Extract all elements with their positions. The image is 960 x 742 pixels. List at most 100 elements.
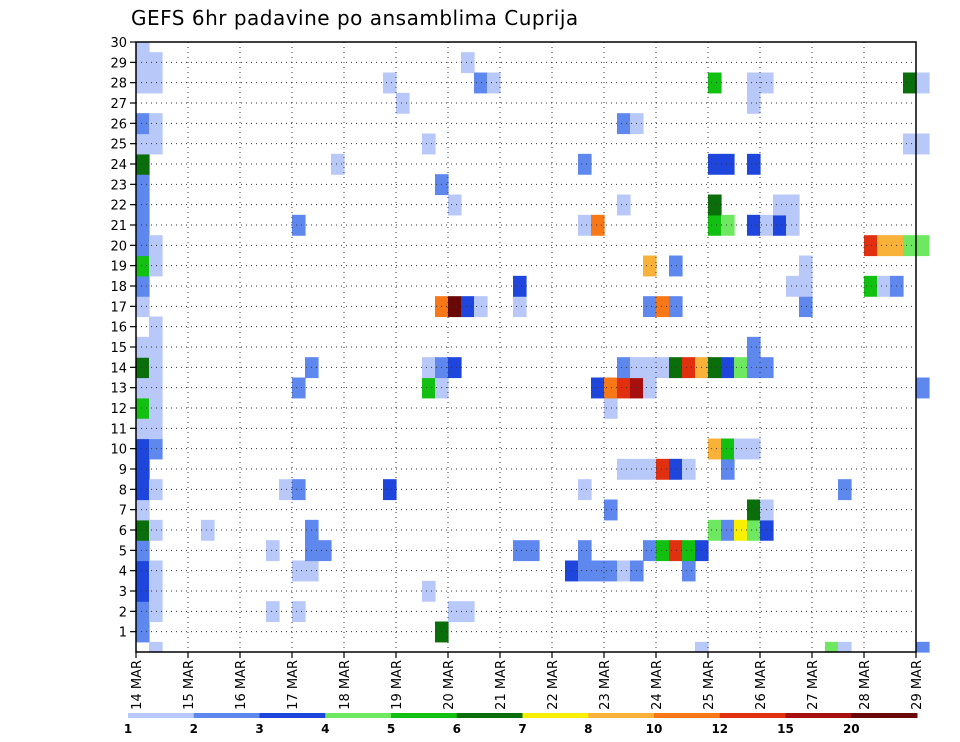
heatmap-cell <box>708 153 722 175</box>
heatmap-cell <box>747 92 761 114</box>
heatmap-cell <box>292 377 306 399</box>
grid-lines <box>136 42 916 652</box>
heatmap-cell <box>136 499 150 521</box>
y-tick-label: 7 <box>119 504 127 519</box>
legend-tick-label: 3 <box>255 722 263 736</box>
heatmap-cell <box>513 275 527 297</box>
heatmap-cell <box>136 72 150 94</box>
y-tick-label: 19 <box>110 260 127 275</box>
y-tick-label: 14 <box>110 361 127 376</box>
legend-color-swatch <box>654 713 721 718</box>
y-tick-label: 4 <box>119 565 127 580</box>
y-tick-label: 22 <box>110 199 127 214</box>
heatmap-cell <box>136 235 150 257</box>
heatmap-cell <box>656 296 670 318</box>
heatmap-cell <box>149 560 163 582</box>
color-scale-legend: 1 2 3 4 5 6 7 8 10 12 15 20 <box>124 713 918 736</box>
legend-color-swatch <box>522 713 589 718</box>
heatmap-cell <box>266 601 280 623</box>
heatmap-cell <box>786 214 800 236</box>
heatmap-cell <box>682 540 696 562</box>
heatmap-cell <box>825 641 839 653</box>
y-tick-label: 12 <box>110 402 127 417</box>
heatmap-cell <box>136 438 150 460</box>
heatmap-cell <box>643 377 657 399</box>
heatmap-cell <box>578 479 592 501</box>
heatmap-cell <box>136 540 150 562</box>
y-tick-label: 17 <box>110 300 127 315</box>
heatmap-cell <box>721 153 735 175</box>
y-tick-label: 2 <box>119 605 127 620</box>
heatmap-cell <box>149 316 163 338</box>
heatmap-cell <box>669 296 683 318</box>
heatmap-cell <box>799 275 813 297</box>
heatmap-cell <box>838 479 852 501</box>
heatmap-cell <box>149 113 163 135</box>
heatmap-cell <box>799 255 813 277</box>
heatmap-cell <box>786 194 800 216</box>
heatmap-cell <box>149 438 163 460</box>
heatmap-cell <box>643 458 657 480</box>
legend-tick-label: 15 <box>777 722 794 736</box>
heatmap-cell <box>292 214 306 236</box>
x-tick-label: 27 MAR <box>806 660 821 710</box>
heatmap-cell <box>396 92 410 114</box>
heatmap-cell <box>747 357 761 379</box>
legend-tick-label: 10 <box>646 722 663 736</box>
legend-color-swatch <box>325 713 392 718</box>
heatmap-cell <box>682 458 696 480</box>
heatmap-cell <box>578 540 592 562</box>
heatmap-cell <box>578 153 592 175</box>
heatmap-cell <box>591 377 605 399</box>
heatmap-cell <box>617 458 631 480</box>
heatmap-cell <box>448 296 462 318</box>
heatmap-cell <box>136 275 150 297</box>
heatmap-cell <box>578 560 592 582</box>
heatmap-cell <box>916 235 930 257</box>
heatmap-cell <box>136 174 150 196</box>
heatmap-cell <box>149 357 163 379</box>
x-tick-label: 14 MAR <box>130 660 145 710</box>
heatmap-cell <box>643 255 657 277</box>
heatmap-cell <box>708 194 722 216</box>
y-tick-label: 23 <box>110 178 127 193</box>
y-tick-label: 3 <box>119 585 127 600</box>
legend-color-swatch <box>851 713 918 718</box>
heatmap-cell <box>149 235 163 257</box>
heatmap-cell <box>747 72 761 94</box>
heatmap-cell <box>877 235 891 257</box>
heatmap-cell <box>591 560 605 582</box>
heatmap-cell <box>617 377 631 399</box>
heatmap-cell <box>136 377 150 399</box>
heatmap-cell <box>149 52 163 74</box>
heatmap-cell <box>201 519 215 541</box>
y-tick-label: 28 <box>110 77 127 92</box>
heatmap-cell <box>292 560 306 582</box>
heatmap-cell <box>916 641 930 653</box>
x-tick-label: 21 MAR <box>494 660 509 710</box>
heatmap-cell <box>799 296 813 318</box>
heatmap-cell <box>656 540 670 562</box>
y-tick-label: 1 <box>119 626 127 641</box>
y-tick-label: 27 <box>110 97 127 112</box>
legend-tick-label: 2 <box>190 722 198 736</box>
heatmap-cell <box>773 214 787 236</box>
legend-color-swatch <box>128 713 195 718</box>
heatmap-cell <box>136 397 150 419</box>
heatmap-cell <box>604 397 618 419</box>
heatmap-cell <box>422 377 436 399</box>
heatmap-cell <box>669 458 683 480</box>
legend-tick-label: 1 <box>124 722 132 736</box>
legend-tick-label: 12 <box>711 722 728 736</box>
heatmap-cell <box>643 296 657 318</box>
heatmap-cell <box>708 72 722 94</box>
heatmap-cell <box>617 560 631 582</box>
y-tick-label: 13 <box>110 382 127 397</box>
y-tick-label: 5 <box>119 544 127 559</box>
heatmap-cell <box>513 540 527 562</box>
heatmap-cell <box>747 438 761 460</box>
x-tick-label: 22 MAR <box>546 660 561 710</box>
heatmap-cell <box>279 479 293 501</box>
heatmap-cell <box>136 296 150 318</box>
heatmap-cell <box>149 580 163 602</box>
